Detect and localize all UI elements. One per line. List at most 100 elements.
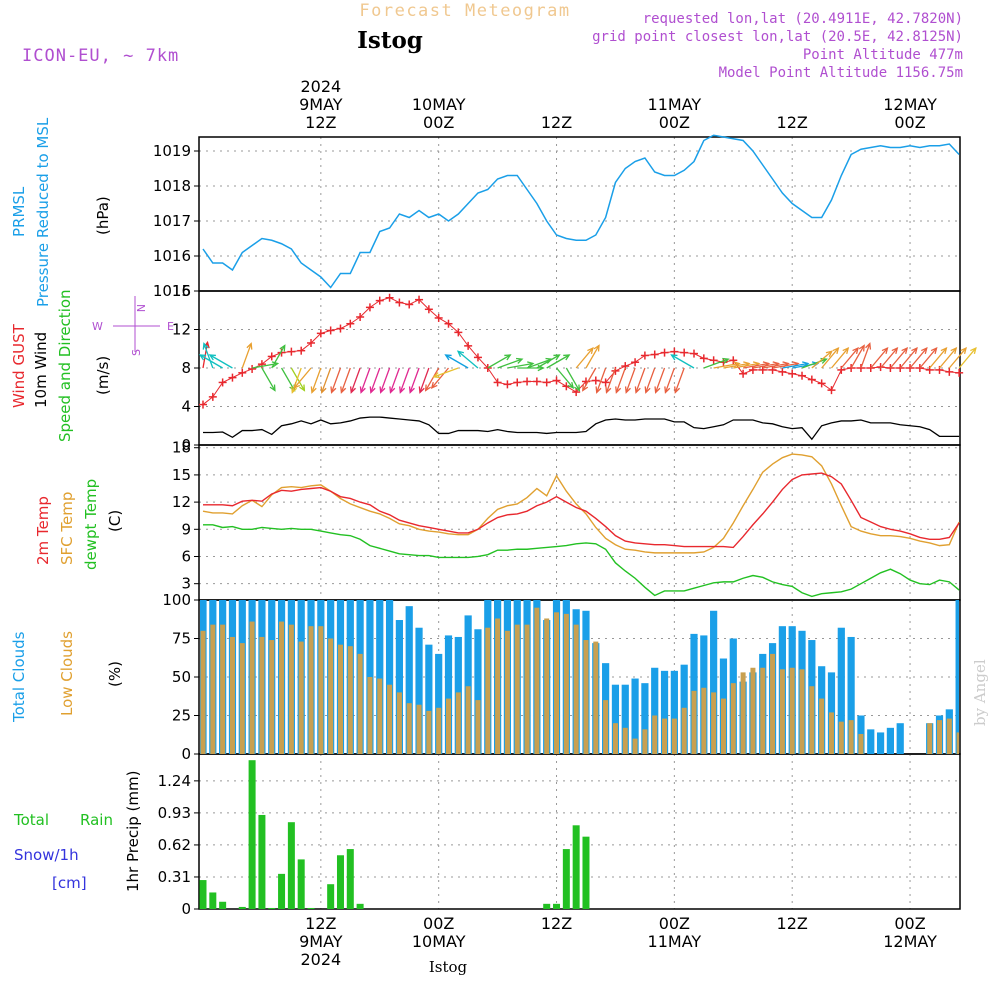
pressure-unit-label: (hPa) bbox=[94, 196, 112, 235]
low-cloud-bar bbox=[671, 718, 677, 754]
wind-arrow-shaft bbox=[370, 367, 381, 393]
gust-segment bbox=[222, 377, 233, 383]
gust-marker bbox=[552, 376, 561, 385]
wind-arrow bbox=[840, 346, 859, 369]
total-cloud-bar bbox=[660, 670, 669, 754]
gust-marker bbox=[208, 392, 217, 401]
wind-arrow bbox=[850, 344, 865, 369]
gust-marker bbox=[356, 312, 365, 321]
gust-marker bbox=[768, 365, 777, 374]
gust-marker bbox=[778, 367, 787, 376]
wind-arrow-shaft bbox=[664, 367, 675, 393]
low-cloud-bar bbox=[259, 636, 265, 754]
temperature-frame bbox=[198, 444, 961, 601]
gust-marker bbox=[591, 376, 600, 385]
total-cloud-bar bbox=[847, 636, 855, 754]
wind-arrow-shaft bbox=[860, 343, 871, 369]
wind-arrow-head bbox=[587, 346, 594, 355]
temp-unit-label: (C) bbox=[106, 510, 124, 532]
wind-arrow-shaft bbox=[536, 354, 560, 369]
wind-arrow-shaft bbox=[605, 367, 617, 393]
wind-direction-label: Speed and Direction bbox=[56, 289, 74, 442]
low-cloud-bar bbox=[652, 715, 658, 754]
gust-marker bbox=[572, 388, 581, 397]
total-cloud-bar bbox=[395, 620, 403, 754]
wind-arrow-shaft bbox=[199, 354, 223, 369]
wind-arrow-shaft bbox=[635, 367, 646, 393]
wind-speed-line bbox=[203, 416, 960, 441]
gust-marker bbox=[788, 369, 797, 378]
precip-unit-label: 1hr Precip (mm) bbox=[124, 771, 142, 892]
gust-segment bbox=[202, 396, 214, 405]
rain-bar bbox=[356, 903, 364, 909]
wind-arrow-shaft bbox=[821, 347, 839, 369]
wind-arrow-shaft bbox=[321, 367, 332, 393]
wind-arrow-head bbox=[202, 342, 209, 350]
low-cloud-bar bbox=[377, 678, 383, 754]
credit-text: by Angel bbox=[971, 659, 989, 726]
wind-arrow-shaft bbox=[280, 367, 296, 391]
low-cloud-bar bbox=[681, 707, 687, 754]
wind-arrow bbox=[939, 346, 958, 369]
wind-arrow-head bbox=[950, 346, 958, 355]
chart-content: 1015101610171018101904812163691215180255… bbox=[153, 77, 977, 969]
wind-arrow-head bbox=[399, 386, 406, 394]
gust-segment bbox=[566, 385, 577, 393]
wind-arrow bbox=[889, 346, 909, 369]
gust-segment bbox=[212, 382, 224, 398]
wind-arrow bbox=[880, 346, 899, 369]
low-cloud-bar bbox=[554, 612, 560, 754]
y-tick-label: 75 bbox=[172, 630, 191, 648]
wind-arrow bbox=[330, 367, 342, 394]
wind-arrow-shaft bbox=[703, 358, 729, 369]
pressure-side-labels: PRMSL Pressure Reduced to MSL (hPa) bbox=[10, 117, 112, 307]
snow-unit-label: [cm] bbox=[52, 874, 87, 892]
wind-arrow-head bbox=[293, 381, 301, 390]
gust-marker bbox=[817, 379, 826, 388]
low-cloud-bar bbox=[789, 667, 795, 754]
wind-arrow-shaft bbox=[645, 367, 656, 393]
rain-bar bbox=[268, 907, 276, 909]
wind-arrow-head bbox=[582, 384, 589, 392]
gust-marker bbox=[493, 378, 502, 387]
bottom-time-label: 11MAY bbox=[648, 932, 702, 951]
gust-marker bbox=[729, 356, 738, 365]
gust-marker bbox=[267, 352, 276, 361]
wind-arrow-head bbox=[595, 386, 602, 394]
wind-arrow-shaft bbox=[889, 347, 908, 369]
wind-arrow-shaft bbox=[241, 343, 252, 369]
gust-marker bbox=[464, 341, 473, 350]
gust-segment bbox=[831, 369, 842, 391]
low-cloud-bar bbox=[220, 624, 226, 754]
wind-arrow-shaft bbox=[850, 345, 865, 369]
gust-marker bbox=[532, 377, 541, 386]
wind-arrow-shaft bbox=[752, 362, 779, 369]
y-tick-label: 6 bbox=[181, 547, 191, 565]
gust-segment bbox=[821, 382, 832, 391]
wind-arrow-head bbox=[634, 386, 641, 394]
low-cloud-bar bbox=[504, 630, 510, 754]
low-cloud-bar bbox=[210, 624, 216, 754]
low-cloud-bar bbox=[328, 638, 334, 754]
wind-arrow bbox=[670, 354, 695, 369]
low-cloud-bar bbox=[239, 643, 245, 754]
wind-arrow-head bbox=[605, 386, 612, 394]
total-cloud-bar bbox=[837, 627, 845, 754]
wind-arrow bbox=[198, 354, 223, 369]
gust-marker bbox=[248, 364, 257, 373]
wind-arrow-head bbox=[379, 386, 386, 394]
low-cloud-bar bbox=[200, 630, 206, 754]
wind-arrow-head bbox=[349, 386, 356, 394]
total-cloud-bar bbox=[611, 684, 620, 754]
y-tick-label: 1017 bbox=[153, 212, 191, 230]
y-tick-label: 1018 bbox=[153, 177, 191, 195]
gust-marker bbox=[454, 328, 463, 337]
gust-segment bbox=[261, 356, 273, 365]
wind-arrow-shaft bbox=[811, 350, 833, 369]
wind-arrow bbox=[546, 354, 571, 369]
low-cloud-bar bbox=[583, 640, 589, 754]
wind-arrow-head bbox=[504, 354, 512, 361]
wind-arrow bbox=[320, 367, 332, 394]
wind-arrow bbox=[340, 367, 351, 394]
